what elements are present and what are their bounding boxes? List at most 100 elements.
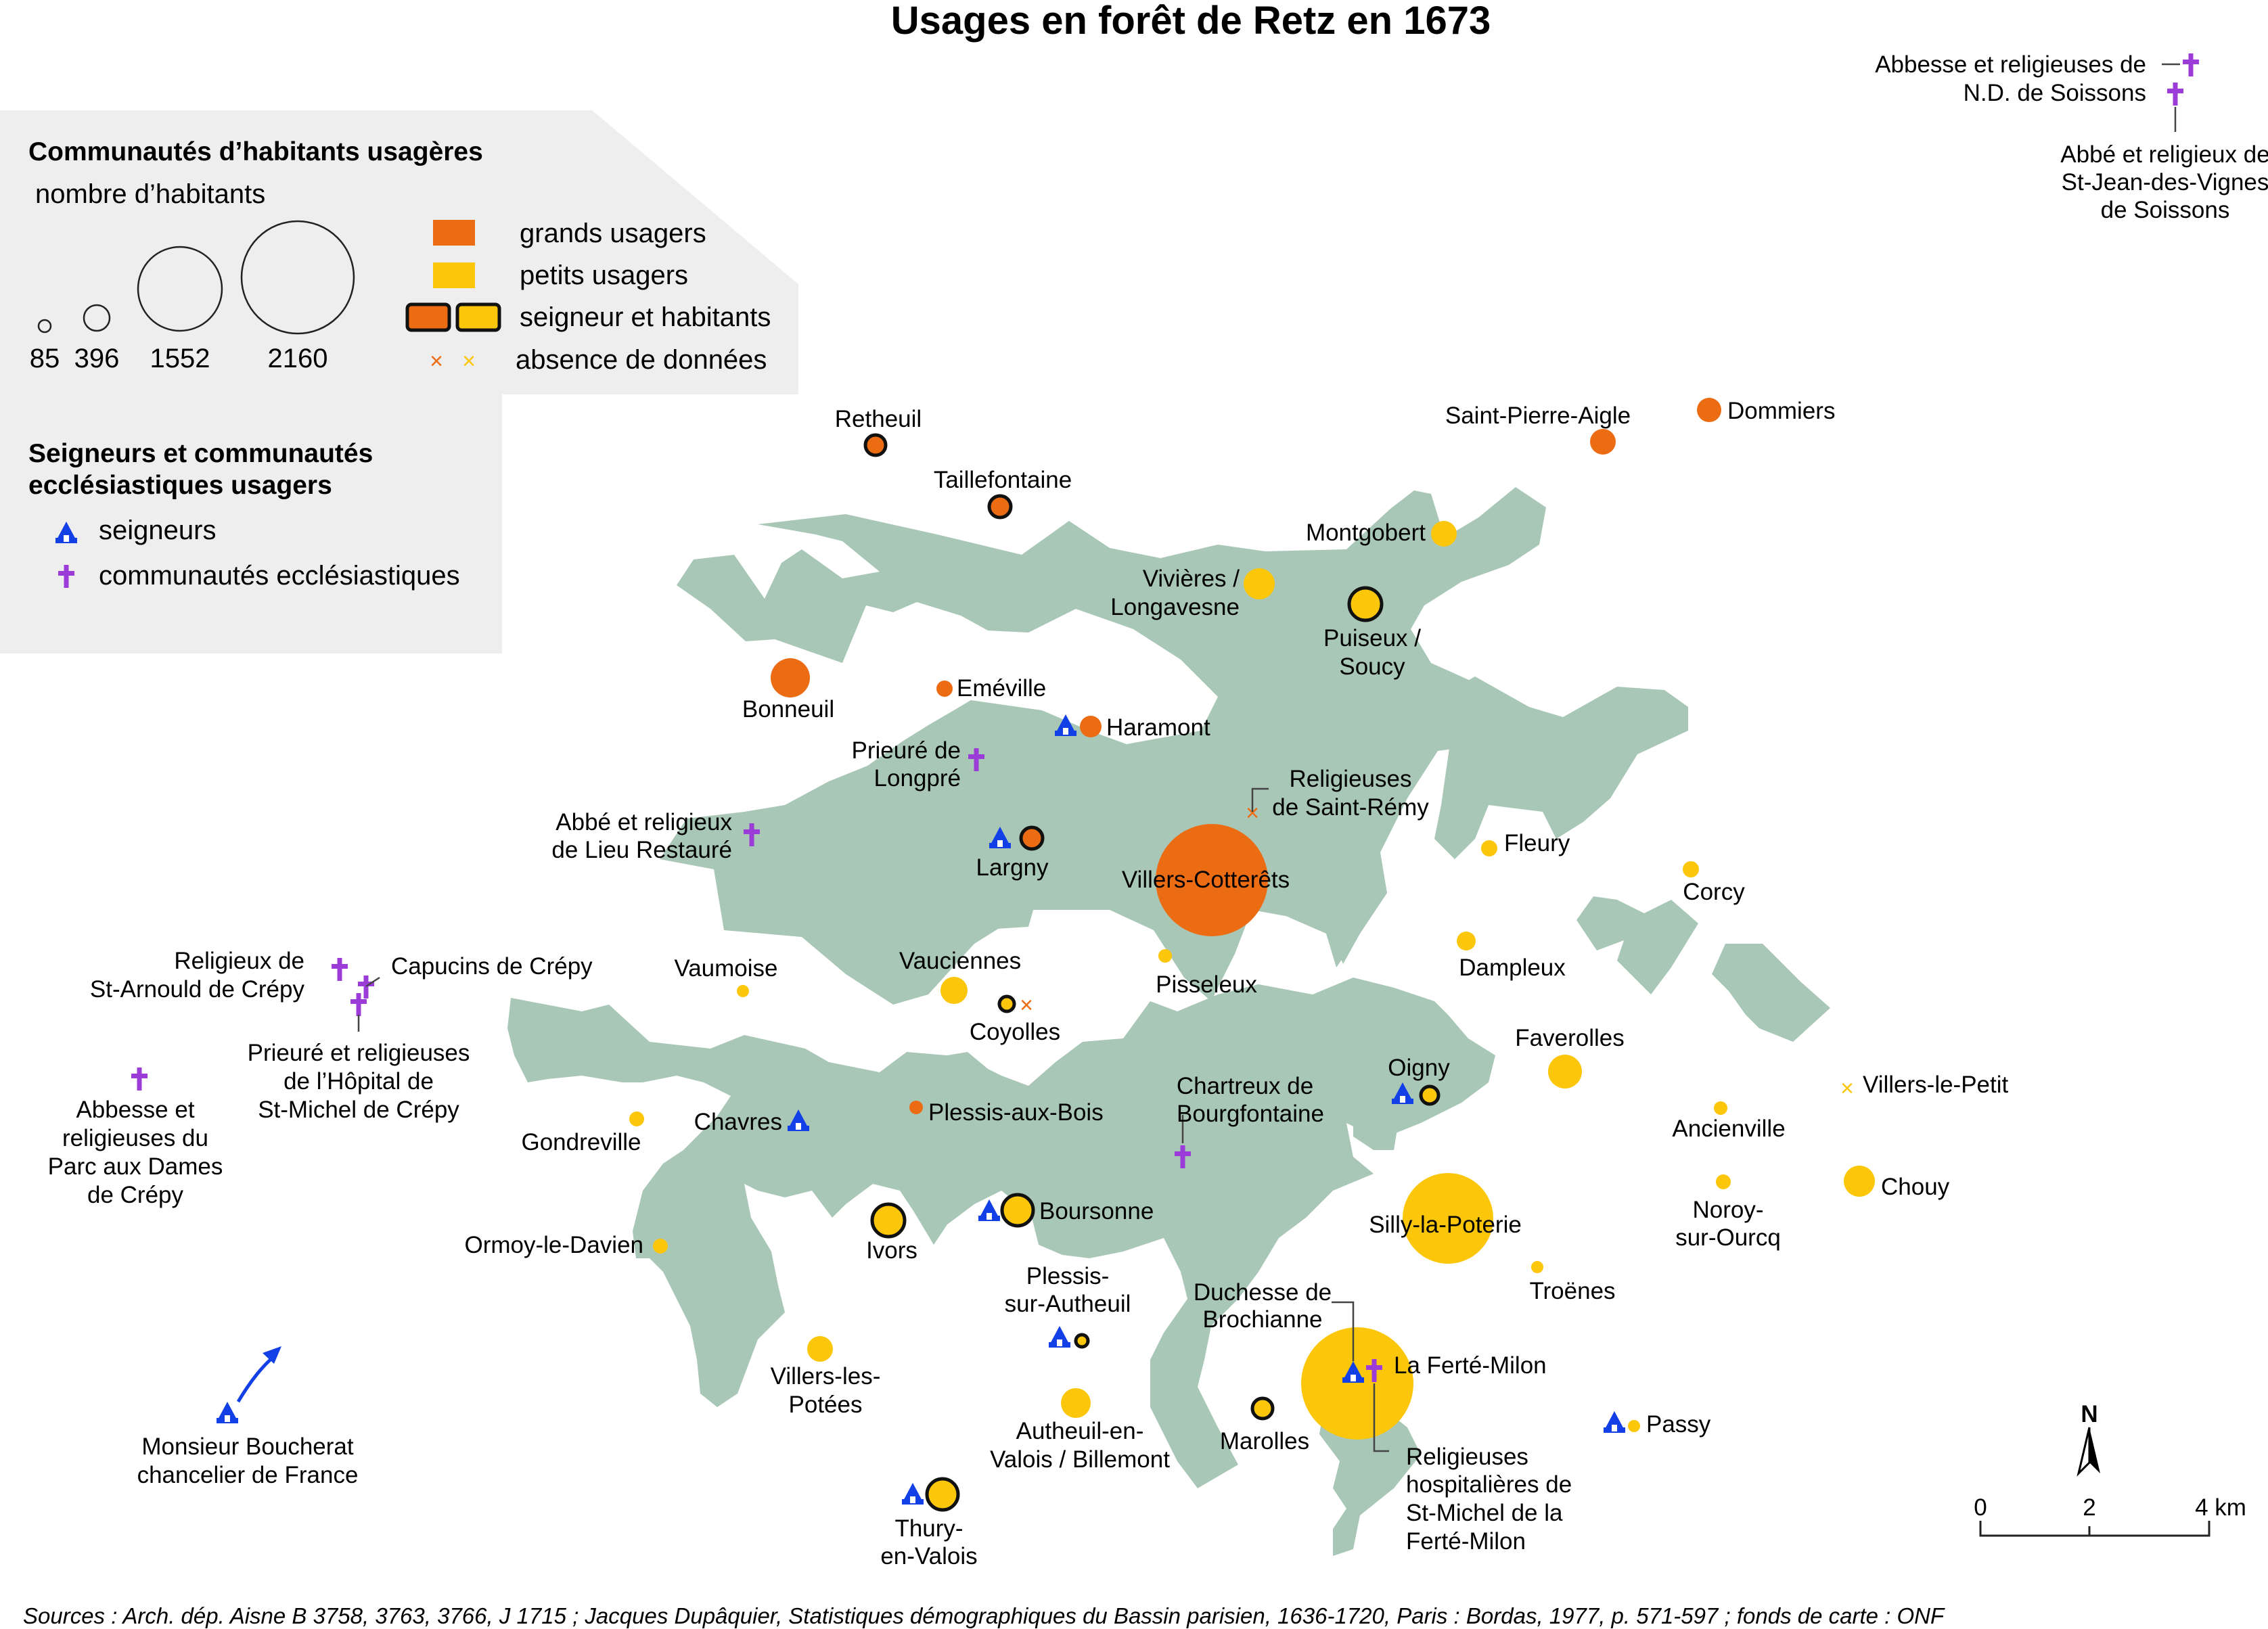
label-villers-les-potees-2: Potées bbox=[789, 1392, 863, 1418]
label-longpre-1: Prieuré de bbox=[852, 737, 961, 764]
legend-size-1552: 1552 bbox=[150, 344, 210, 373]
noroy-marker bbox=[1716, 1174, 1731, 1189]
vauciennes-marker bbox=[940, 977, 968, 1004]
legend-seigneur-orange-swatch bbox=[405, 302, 451, 332]
label-dommiers: Dommiers bbox=[1727, 398, 1835, 424]
dampleux-marker bbox=[1457, 932, 1476, 950]
parc-aux-dames-cross-icon bbox=[131, 1068, 148, 1091]
label-chartreux-2: Bourgfontaine bbox=[1177, 1101, 1324, 1127]
scale-bar: 0 2 4 km bbox=[1974, 1494, 2246, 1537]
label-plessis-autheuil-2: sur-Autheuil bbox=[1005, 1291, 1131, 1317]
label-st-jean-3: de Soissons bbox=[2101, 197, 2230, 223]
emeville-marker bbox=[936, 681, 953, 697]
passy-marker bbox=[1628, 1420, 1640, 1432]
label-largny: Largny bbox=[976, 854, 1049, 881]
label-autheuil-1: Autheuil-en- bbox=[1016, 1418, 1144, 1444]
villers-les-potees-marker bbox=[807, 1336, 833, 1362]
legend-size-heading: nombre d’habitants bbox=[35, 179, 265, 209]
legend-seigneur-hab-label: seigneur et habitants bbox=[520, 302, 771, 332]
label-corcy: Corcy bbox=[1683, 879, 1745, 905]
label-noroy-1: Noroy- bbox=[1692, 1197, 1763, 1223]
legend-petits-label: petits usagers bbox=[520, 260, 688, 290]
passy-seigneur-icon bbox=[1604, 1411, 1625, 1433]
label-boursonne: Boursonne bbox=[1039, 1198, 1154, 1224]
label-vivieres-2: Longavesne bbox=[1110, 594, 1240, 620]
label-villers-les-potees-1: Villers-les- bbox=[771, 1363, 881, 1390]
label-montgobert: Montgobert bbox=[1306, 520, 1426, 546]
label-parc-2: religieuses du bbox=[62, 1125, 208, 1151]
legend-grands-label: grands usagers bbox=[520, 219, 706, 248]
label-hospitalieres-3: St-Michel de la bbox=[1406, 1500, 1563, 1526]
haramont-marker bbox=[1080, 716, 1102, 737]
label-parc-1: Abbesse et bbox=[76, 1097, 194, 1123]
villers-cotterets-marker bbox=[1156, 824, 1268, 936]
fleury-marker bbox=[1481, 840, 1497, 856]
label-soissons-1: Abbesse et religieuses de bbox=[1875, 51, 2146, 78]
legend-lords-heading-1: Seigneurs et communautés bbox=[28, 439, 373, 468]
legend-absence-label: absence de données bbox=[516, 345, 767, 375]
corcy-marker bbox=[1683, 861, 1699, 877]
faverolles-marker bbox=[1548, 1055, 1582, 1088]
legend-absence-orange-x: × bbox=[430, 348, 443, 374]
label-st-arnould-1: Religieux de bbox=[174, 948, 304, 974]
scale-tick-0: 0 bbox=[1974, 1494, 1987, 1521]
forest-area bbox=[507, 487, 1830, 1556]
label-villers-cotterets: Villers-Cotterêts bbox=[1122, 867, 1290, 893]
label-plessis-autheuil-1: Plessis- bbox=[1026, 1263, 1110, 1289]
legend-ecclesiastiques-label: communautés ecclésiastiques bbox=[99, 561, 460, 591]
label-capucins: Capucins de Crépy bbox=[391, 953, 593, 980]
label-dampleux: Dampleux bbox=[1459, 955, 1566, 981]
label-boucherat-1: Monsieur Boucherat bbox=[141, 1433, 353, 1460]
boursonne-marker bbox=[1000, 1193, 1035, 1228]
soissons-abbesse-cross-icon bbox=[2183, 53, 2199, 76]
thury-seigneur-icon bbox=[902, 1483, 924, 1505]
plessis-autheuil-marker bbox=[1074, 1333, 1090, 1349]
label-silly: Silly-la-Poterie bbox=[1369, 1212, 1522, 1238]
label-villers-le-petit: Villers-le-Petit bbox=[1863, 1072, 2009, 1098]
label-marolles: Marolles bbox=[1220, 1428, 1309, 1454]
label-la-ferte-milon: La Ferté-Milon bbox=[1394, 1352, 1547, 1379]
scale-tick-4: 4 km bbox=[2195, 1494, 2246, 1521]
label-hospitalieres-4: Ferté-Milon bbox=[1406, 1528, 1526, 1555]
north-arrow-icon: N bbox=[2077, 1401, 2100, 1477]
label-troenes: Troënes bbox=[1529, 1278, 1615, 1304]
label-haramont: Haramont bbox=[1106, 714, 1210, 741]
legend-seigneurs-label: seigneurs bbox=[99, 515, 216, 545]
label-longpre-2: Longpré bbox=[874, 765, 961, 791]
troenes-marker bbox=[1531, 1261, 1543, 1273]
label-st-remy-1: Religieuses bbox=[1290, 766, 1412, 792]
label-hospitalieres-2: hospitalières de bbox=[1406, 1471, 1572, 1498]
chouy-marker bbox=[1844, 1166, 1875, 1197]
marolles-marker bbox=[1250, 1396, 1275, 1421]
label-duchesse-2: Brochianne bbox=[1202, 1306, 1322, 1333]
label-pisseleux: Pisseleux bbox=[1156, 971, 1257, 998]
label-passy: Passy bbox=[1646, 1411, 1711, 1438]
label-puiseux-2: Soucy bbox=[1339, 653, 1405, 680]
label-vivieres-1: Vivières / bbox=[1143, 566, 1240, 592]
boucherat-arrow-icon bbox=[236, 1346, 281, 1403]
map-title: Usages en forêt de Retz en 1673 bbox=[891, 0, 1491, 43]
label-lieu-restaure-1: Abbé et religieux bbox=[555, 809, 732, 835]
label-ormoy: Ormoy-le-Davien bbox=[465, 1232, 644, 1258]
ormoy-marker bbox=[653, 1239, 668, 1254]
legend-size-85: 85 bbox=[30, 344, 60, 373]
label-saint-pierre-aigle: Saint-Pierre-Aigle bbox=[1445, 403, 1631, 429]
coyolles-marker bbox=[997, 994, 1016, 1013]
legend-size-circles bbox=[37, 220, 355, 335]
largny-marker bbox=[1019, 825, 1045, 851]
legend-size-2160: 2160 bbox=[268, 344, 328, 373]
puiseux-marker bbox=[1347, 586, 1384, 622]
autheuil-marker bbox=[1061, 1388, 1091, 1418]
religieuses-st-remy-nodata: × bbox=[1246, 800, 1259, 826]
label-puiseux-1: Puiseux / bbox=[1323, 625, 1421, 651]
st-arnould-cross-icon bbox=[332, 958, 348, 981]
la-ferte-milon-marker bbox=[1301, 1327, 1413, 1440]
label-taillefontaine: Taillefontaine bbox=[934, 467, 1072, 493]
retheuil-marker bbox=[863, 433, 888, 457]
label-bonneuil: Bonneuil bbox=[742, 696, 834, 722]
villers-le-petit-nodata: × bbox=[1840, 1076, 1854, 1101]
label-fleury: Fleury bbox=[1504, 830, 1570, 856]
label-vauciennes: Vauciennes bbox=[899, 948, 1021, 974]
label-emeville: Eméville bbox=[957, 675, 1046, 702]
